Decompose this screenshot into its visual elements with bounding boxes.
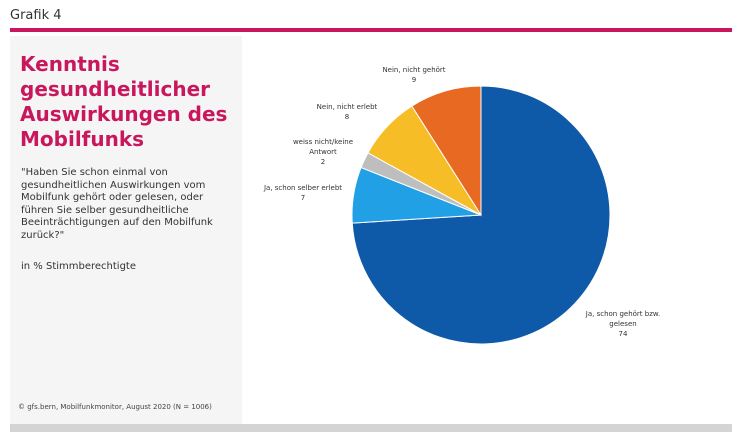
chart-title-line: Mobilfunks [20,127,145,151]
slice-label-line: Ja, schon selber erlebt [263,184,342,192]
chart-title-line: gesundheitlicher [20,77,211,101]
slice-value: 8 [345,113,349,121]
source-note: © gfs.bern, Mobilfunkmonitor, August 202… [18,403,212,411]
slice-label-line: Ja, schon gehört bzw. [585,310,660,318]
page-label: Grafik 4 [10,8,62,23]
chart-title-line: Auswirkungen des [20,102,228,126]
bottom-bar [10,424,732,432]
slice-label: weiss nicht/keine Antwort 2 [293,138,353,166]
slice-label-line: Nein, nicht erlebt [317,103,378,111]
slice-label-line: Nein, nicht gehört [382,66,445,74]
slice-label: Ja, schon selber erlebt 7 [263,184,342,202]
pie-slice [411,85,482,217]
slice-label-line: Antwort [309,148,337,156]
slice-label: Nein, nicht gehört 9 [382,66,445,84]
slice-label: Ja, schon gehört bzw. gelesen 74 [585,310,660,338]
slice-label: Nein, nicht erlebt 8 [317,103,378,121]
chart-title-line: Kenntnis [20,52,120,76]
side-panel [10,36,242,424]
slice-value: 74 [619,330,628,338]
slice-label-line: weiss nicht/keine [293,138,353,146]
chart-title: Kenntnis gesundheitlicher Auswirkungen d… [20,52,230,152]
survey-question: "Haben Sie schon einmal von gesundheitli… [21,167,213,241]
top-rule [10,28,732,32]
slice-label-line: gelesen [609,320,636,328]
slice-value: 7 [301,194,305,202]
unit-note: in % Stimmberechtigte [21,261,137,272]
slice-value: 9 [412,76,416,84]
slice-value: 2 [321,158,325,166]
